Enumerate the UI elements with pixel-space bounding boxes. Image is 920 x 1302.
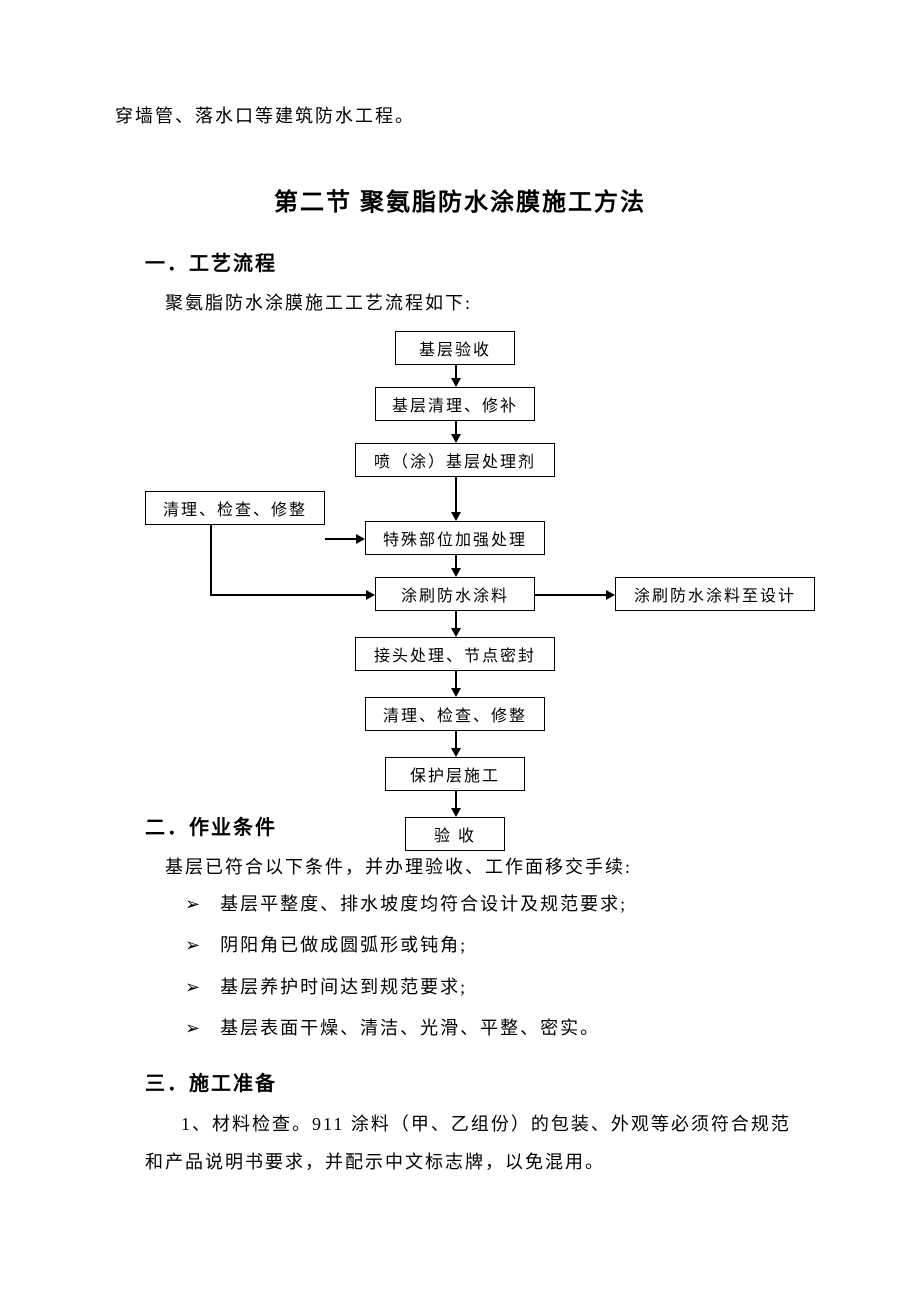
subsection-2-desc: 基层已符合以下条件，并办理验收、工作面移交手续: bbox=[165, 850, 805, 884]
arrow-right-icon bbox=[366, 590, 375, 600]
arrow-down-icon bbox=[451, 808, 461, 817]
arrow-down-icon bbox=[451, 688, 461, 697]
flow-node-n2: 基层清理、修补 bbox=[375, 387, 535, 421]
intro-text: 穿墙管、落水口等建筑防水工程。 bbox=[115, 100, 805, 132]
bullet-marker-icon: ➢ bbox=[185, 925, 202, 966]
flow-node-n8: 保护层施工 bbox=[385, 757, 525, 791]
subsection-3-item1: 1、材料检查。911 涂料（甲、乙组份）的包装、外观等必须符合规范和产品说明书要… bbox=[145, 1106, 805, 1182]
flow-node-n4: 特殊部位加强处理 bbox=[365, 521, 545, 555]
process-flowchart: 基层验收基层清理、修补喷（涂）基层处理剂特殊部位加强处理清理、检查、修整涂刷防水… bbox=[115, 331, 805, 851]
bullet-text: 基层养护时间达到规范要求; bbox=[220, 967, 467, 1008]
arrow-down-icon bbox=[451, 378, 461, 387]
flow-node-n7: 清理、检查、修整 bbox=[365, 697, 545, 731]
bullet-text: 基层表面干燥、清洁、光滑、平整、密实。 bbox=[220, 1008, 600, 1049]
subsection-1-title: 一．工艺流程 bbox=[145, 247, 805, 276]
arrow-down-icon bbox=[451, 434, 461, 443]
arrow-down-icon bbox=[451, 748, 461, 757]
flow-node-n5: 涂刷防水涂料 bbox=[375, 577, 535, 611]
flow-node-n6: 接头处理、节点密封 bbox=[355, 637, 555, 671]
flow-node-side_left: 清理、检查、修整 bbox=[145, 491, 325, 525]
bullet-text: 阴阳角已做成圆弧形或钝角; bbox=[220, 925, 467, 966]
flow-node-n3: 喷（涂）基层处理剂 bbox=[355, 443, 555, 477]
bullet-text: 基层平整度、排水坡度均符合设计及规范要求; bbox=[220, 884, 627, 925]
subsection-3-title: 三．施工准备 bbox=[145, 1067, 805, 1096]
flow-node-n1: 基层验收 bbox=[395, 331, 515, 365]
flow-connector bbox=[210, 594, 373, 596]
arrow-down-icon bbox=[451, 512, 461, 521]
arrow-down-icon bbox=[451, 568, 461, 577]
flow-connector bbox=[210, 525, 212, 594]
flow-connector bbox=[535, 594, 613, 596]
section-title: 第二节 聚氨脂防水涂膜施工方法 bbox=[115, 182, 805, 217]
arrow-right-icon bbox=[356, 534, 365, 544]
bullet-item: ➢ 基层养护时间达到规范要求; bbox=[185, 967, 805, 1008]
flow-node-n9: 验 收 bbox=[405, 817, 505, 851]
bullet-marker-icon: ➢ bbox=[185, 1008, 202, 1049]
arrow-right-icon bbox=[606, 590, 615, 600]
arrow-down-icon bbox=[451, 628, 461, 637]
bullet-item: ➢ 基层平整度、排水坡度均符合设计及规范要求; bbox=[185, 884, 805, 925]
bullet-list: ➢ 基层平整度、排水坡度均符合设计及规范要求; ➢ 阴阳角已做成圆弧形或钝角; ➢ 基层养… bbox=[185, 884, 805, 1050]
bullet-item: ➢ 基层表面干燥、清洁、光滑、平整、密实。 bbox=[185, 1008, 805, 1049]
bullet-marker-icon: ➢ bbox=[185, 884, 202, 925]
bullet-item: ➢ 阴阳角已做成圆弧形或钝角; bbox=[185, 925, 805, 966]
subsection-1-desc: 聚氨脂防水涂膜施工工艺流程如下: bbox=[165, 286, 805, 320]
flow-node-side_right: 涂刷防水涂料至设计 bbox=[615, 577, 815, 611]
bullet-marker-icon: ➢ bbox=[185, 967, 202, 1008]
